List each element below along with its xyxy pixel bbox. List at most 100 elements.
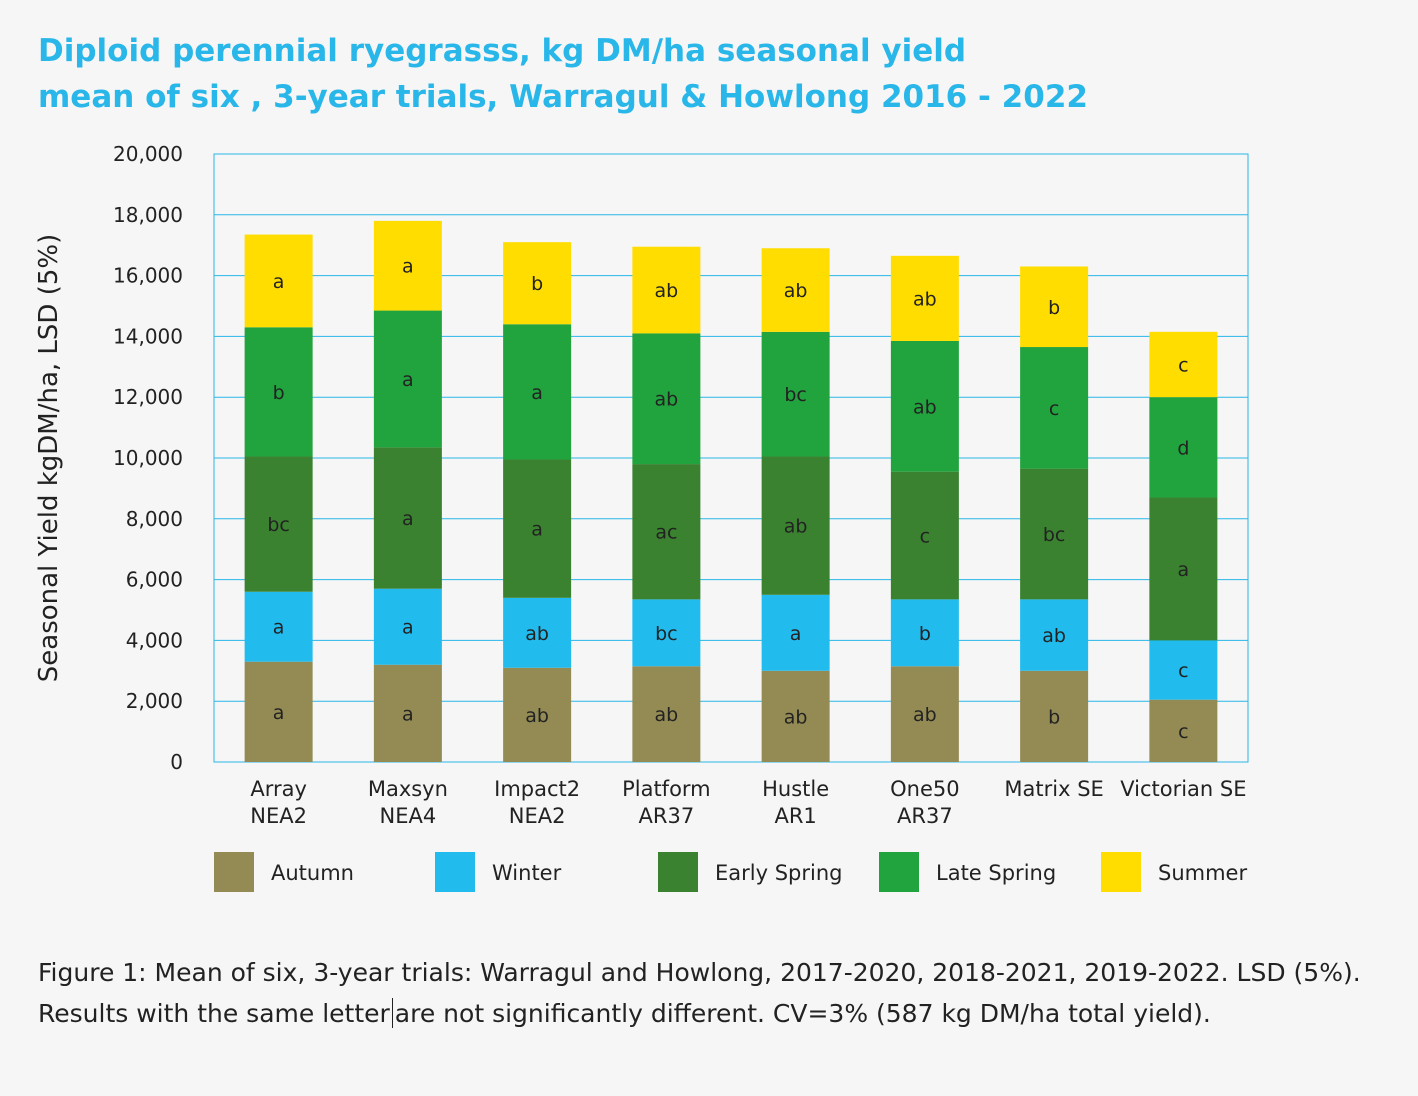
bar-segment [632, 599, 701, 667]
bar-segment [373, 310, 442, 448]
bar-significance-label: a [402, 703, 414, 725]
bar-significance-label: c [1178, 660, 1188, 682]
bar-significance-label: a [402, 256, 414, 278]
chart-title-line-1: Diploid perennial ryegrasss, kg DM/ha se… [38, 33, 967, 69]
bar-segment [244, 591, 313, 662]
bar-significance-label: a [531, 382, 543, 404]
bar-significance-label: ab [913, 704, 937, 726]
x-tick-label: NEA4 [380, 804, 437, 828]
bar-significance-label: ab [784, 516, 808, 538]
y-tick-label: 12,000 [113, 385, 183, 409]
x-tick-label: One50 [890, 777, 959, 801]
bar-significance-label: a [273, 271, 285, 293]
x-tick-label: Platform [622, 777, 711, 801]
bar-segment [1020, 599, 1089, 671]
bar-segment [761, 248, 830, 332]
legend-label: Winter [492, 861, 562, 885]
caption-text-part-1: Figure 1: Mean of six, 3-year trials: Wa… [38, 958, 1361, 1028]
y-axis-label: Seasonal Yield kgDM/ha, LSD (5%) [34, 234, 64, 682]
bar-significance-label: ab [525, 623, 549, 645]
bar-significance-label: c [1178, 355, 1188, 377]
bar-segment [632, 666, 701, 762]
bar-significance-label: bc [784, 384, 807, 406]
legend-label: Summer [1158, 861, 1247, 885]
bar-segment [1149, 497, 1218, 641]
bar-significance-label: a [402, 508, 414, 530]
legend-swatch [1101, 852, 1141, 892]
chart-title: Diploid perennial ryegrasss, kg DM/ha se… [38, 28, 1378, 120]
bar-significance-label: b [1048, 297, 1060, 319]
bar-significance-label: bc [655, 623, 678, 645]
x-tick-label: Matrix SE [1004, 777, 1103, 801]
bar-segment [761, 670, 830, 762]
bar-segment [1149, 331, 1218, 398]
caption-text-part-2: are not significantly different. CV=3% (… [394, 999, 1211, 1028]
bar-segment [632, 246, 701, 334]
bar-segment [503, 597, 572, 668]
bar-segment [761, 331, 830, 457]
bar-segment [1149, 640, 1218, 700]
x-tick-label: NEA2 [509, 804, 566, 828]
figure-caption: Figure 1: Mean of six, 3-year trials: Wa… [38, 952, 1378, 1034]
bar-significance-label: b [531, 273, 543, 295]
legend-swatch [435, 852, 475, 892]
y-tick-label: 20,000 [113, 142, 183, 166]
bar-segment [244, 234, 313, 328]
x-tick-label: Maxsyn [368, 777, 448, 801]
y-tick-label: 4,000 [126, 628, 183, 652]
bar-significance-label: bc [1043, 524, 1066, 546]
bar-segment [503, 324, 572, 460]
bar-significance-label: d [1177, 437, 1189, 459]
x-tick-label: Hustle [762, 777, 829, 801]
y-tick-label: 14,000 [113, 324, 183, 348]
chart-title-line-2: mean of six , 3-year trials, Warragul & … [38, 79, 1088, 115]
y-tick-label: 0 [170, 750, 183, 774]
bar-segment [244, 661, 313, 762]
bar-significance-label: b [919, 623, 931, 645]
y-tick-label: 8,000 [126, 507, 183, 531]
bar-significance-label: a [1178, 559, 1190, 581]
bar-segment [632, 464, 701, 600]
bar-significance-label: a [402, 369, 414, 391]
bar-significance-label: b [273, 382, 285, 404]
bar-segment [761, 456, 830, 595]
bar-segment [1020, 670, 1089, 762]
text-cursor [391, 998, 393, 1028]
bar-significance-label: a [790, 623, 802, 645]
legend-label: Autumn [271, 861, 354, 885]
bar-significance-label: ab [913, 288, 937, 310]
x-tick-label: AR1 [774, 804, 816, 828]
bar-segment [503, 667, 572, 762]
bar-significance-label: ab [525, 705, 549, 727]
bar-significance-label: ab [655, 704, 679, 726]
x-tick-label: Victorian SE [1120, 777, 1246, 801]
y-tick-label: 10,000 [113, 446, 183, 470]
bar-segment [890, 340, 959, 472]
bar-segment [373, 588, 442, 665]
y-tick-label: 6,000 [126, 568, 183, 592]
y-tick-label: 16,000 [113, 264, 183, 288]
bar-significance-label: c [920, 526, 930, 548]
bar-segment [1149, 699, 1218, 762]
legend-label: Late Spring [936, 861, 1056, 885]
bar-segment [244, 327, 313, 457]
bar-significance-label: ab [655, 389, 679, 411]
bar-segment [503, 242, 572, 325]
bar-significance-label: ab [655, 280, 679, 302]
bar-segment [503, 459, 572, 598]
bar-significance-label: b [1048, 706, 1060, 728]
bar-segment [890, 255, 959, 341]
bar-significance-label: a [273, 617, 285, 639]
bar-significance-label: c [1178, 721, 1188, 743]
bar-segment [890, 599, 959, 667]
bar-segment [244, 456, 313, 592]
y-tick-label: 18,000 [113, 203, 183, 227]
bar-segment [373, 220, 442, 311]
bar-segment [1020, 347, 1089, 469]
legend-swatch [658, 852, 698, 892]
bar-segment [1020, 266, 1089, 348]
bar-segment [890, 666, 959, 762]
legend-label: Early Spring [715, 861, 842, 885]
x-tick-label: Impact2 [494, 777, 580, 801]
x-tick-label: AR37 [639, 804, 695, 828]
